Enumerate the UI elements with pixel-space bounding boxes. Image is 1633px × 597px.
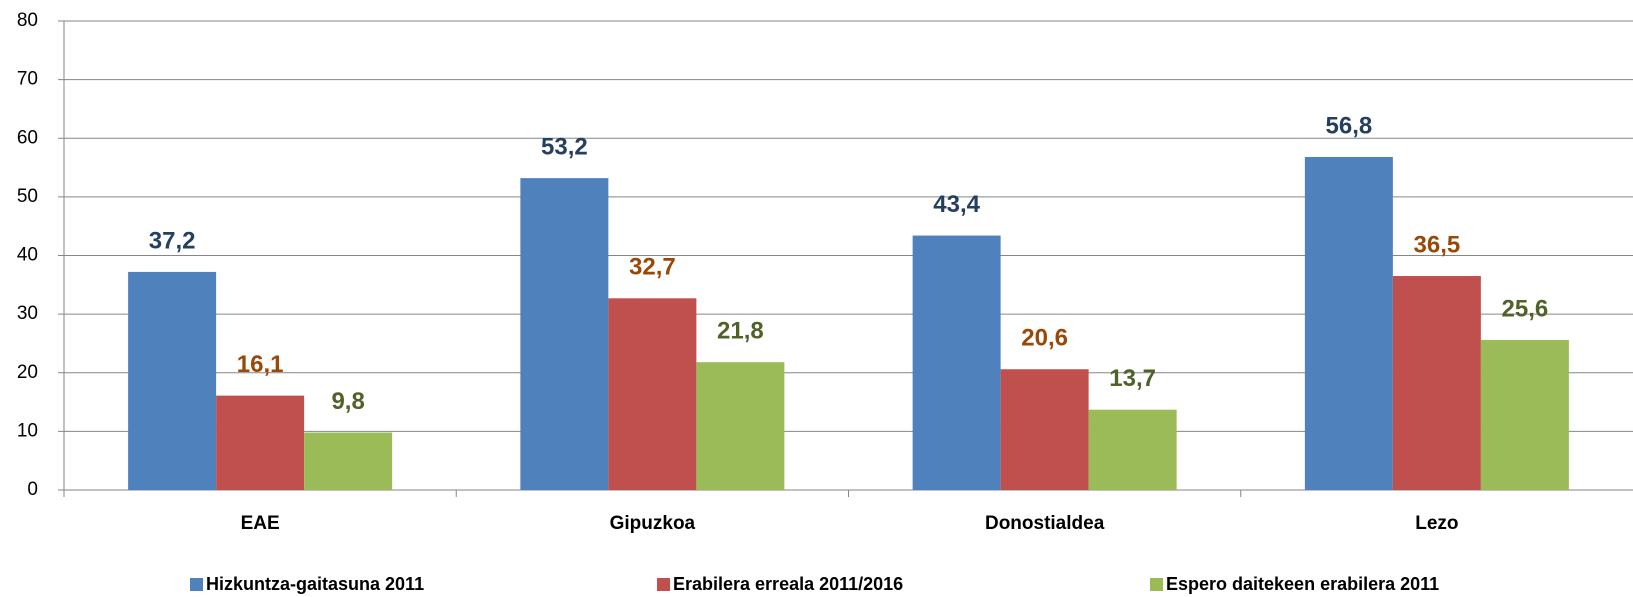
data-label: 9,8 (331, 388, 364, 415)
bar (1000, 369, 1089, 490)
data-label: 43,4 (933, 191, 980, 218)
data-label: 53,2 (541, 133, 588, 160)
bar (696, 362, 785, 490)
data-label: 36,5 (1414, 231, 1461, 258)
y-tick-label: 60 (17, 127, 38, 148)
data-label: 21,8 (717, 318, 764, 345)
y-tick-label: 30 (17, 303, 38, 324)
bar (1480, 339, 1569, 490)
bar (520, 178, 609, 491)
bar (1088, 409, 1177, 490)
bar (608, 298, 697, 490)
data-label: 20,6 (1021, 325, 1068, 352)
x-tick-label: Donostialdea (985, 513, 1105, 534)
data-label: 13,7 (1109, 365, 1156, 392)
y-tick-label: 50 (17, 186, 38, 207)
legend-swatch (190, 578, 203, 591)
legend-label: Espero daitekeen erabilera 2011 (1166, 574, 1439, 594)
data-label: 56,8 (1326, 112, 1373, 139)
y-tick-label: 20 (17, 362, 38, 383)
data-label: 16,1 (237, 351, 284, 378)
legend-swatch (1150, 578, 1163, 591)
y-tick-label: 0 (27, 479, 38, 500)
y-tick-label: 80 (17, 10, 38, 31)
bar (1304, 157, 1393, 490)
data-label: 37,2 (149, 227, 196, 254)
bar (1392, 276, 1481, 490)
bar (304, 432, 393, 490)
x-tick-label: Lezo (1415, 513, 1458, 534)
legend-label: Erabilera erreala 2011/2016 (673, 574, 903, 594)
data-label: 32,7 (629, 254, 676, 281)
legend-label: Hizkuntza-gaitasuna 2011 (206, 574, 424, 594)
bar (912, 235, 1001, 490)
y-tick-label: 10 (17, 420, 38, 441)
bar (128, 271, 217, 490)
y-tick-label: 70 (17, 69, 38, 90)
x-tick-label: Gipuzkoa (610, 513, 696, 534)
bar (216, 395, 305, 490)
legend-swatch (657, 578, 670, 591)
x-tick-label: EAE (241, 513, 280, 534)
data-label: 25,6 (1502, 295, 1549, 322)
y-tick-label: 40 (17, 245, 38, 266)
